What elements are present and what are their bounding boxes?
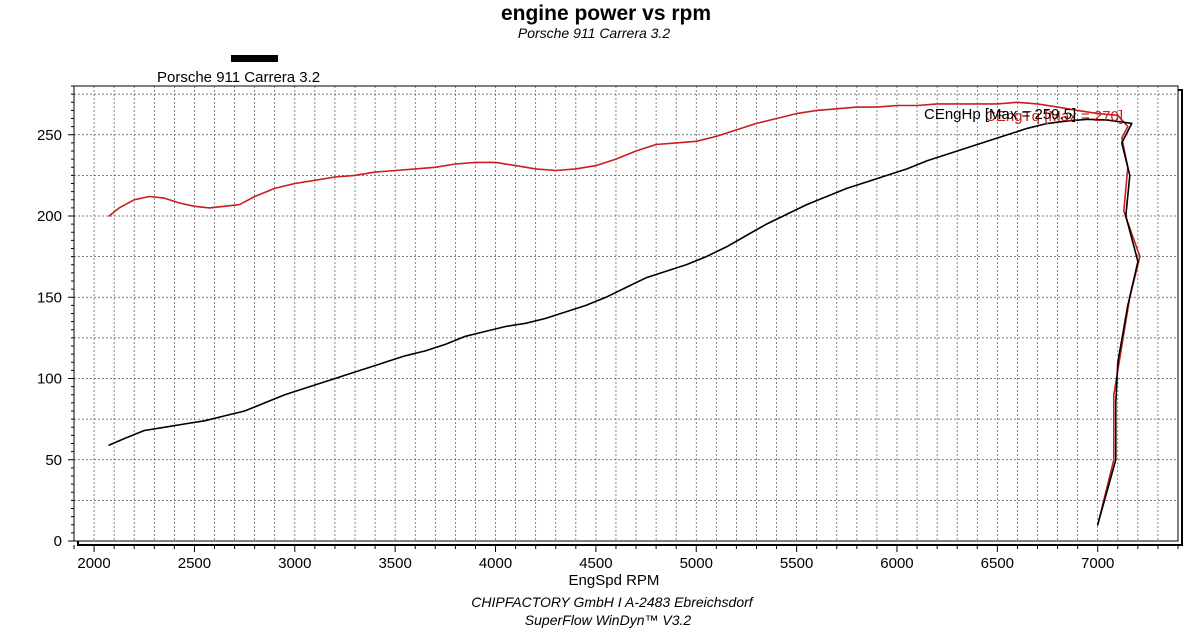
x-tick-label: 5500 [780,555,813,572]
x-axis-ticks: 2000 2500 3000 3500 4000 4500 5000 5500 6000 6500… [73,545,1179,572]
x-tick-label: 5000 [680,555,713,572]
x-tick-label: 4000 [479,555,512,572]
grid [74,86,1178,541]
footer-company: CHIPFACTORY GmbH I A-2483 Ebreichsdorf [471,594,754,610]
x-tick-label: 6500 [981,555,1014,572]
chart-title: engine power vs rpm [501,2,711,25]
x-tick-label: 2000 [77,555,110,572]
x-tick-label: 7000 [1081,555,1114,572]
series-line-torque [108,101,1141,526]
y-tick-label: 100 [37,371,62,388]
chart-subtitle: Porsche 911 Carrera 3.2 [518,25,670,41]
series-group [108,101,1141,526]
y-tick-label: 150 [37,289,62,306]
plot-frame-shadow [77,89,1183,546]
x-tick-label: 3000 [278,555,311,572]
x-tick-label: 4500 [579,555,612,572]
legend-swatch [231,55,278,62]
annotations: CEngTq [Max = 270]CEngHp [Max = 259.5] [924,106,1123,125]
annotation-torque-max: CEngTq [Max = 270] [985,108,1123,125]
y-tick-label: 250 [37,127,62,144]
y-tick-label: 50 [45,452,62,469]
x-tick-label: 3500 [378,555,411,572]
y-axis-ticks: 0 50 100 150 200 250 [37,85,74,550]
annotation-power-max: CEngHp [Max = 259.5] [924,106,1076,123]
footer-software: SuperFlow WinDyn™ V3.2 [525,612,692,628]
x-tick-label: 2500 [178,555,211,572]
y-tick-label: 0 [54,533,62,550]
y-tick-label: 200 [37,208,62,225]
series-line-power [108,118,1139,526]
x-axis-label: EngSpd RPM [569,572,660,589]
legend-label: Porsche 911 Carrera 3.2 [157,69,320,86]
x-tick-label: 6000 [880,555,913,572]
